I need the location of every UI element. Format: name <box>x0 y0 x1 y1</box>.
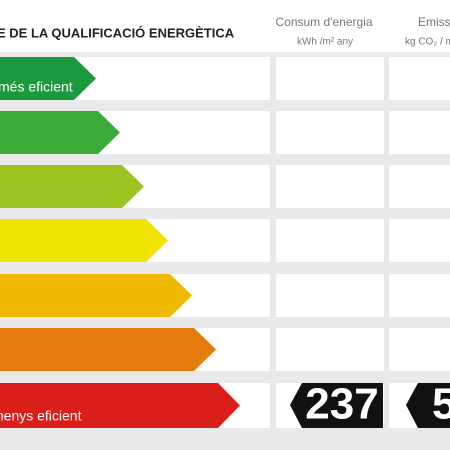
emissions-value: 5 <box>432 380 450 429</box>
class-arrow <box>0 57 96 100</box>
energy-cell <box>276 165 384 208</box>
energy-cell <box>276 328 384 371</box>
emissions-cell <box>389 57 450 100</box>
emissions-unit: kg CO₂ / m <box>405 37 450 48</box>
title: E DE LA QUALIFICACIÓ ENERGÈTICA <box>0 25 235 40</box>
energy-cell <box>276 57 384 100</box>
energy-cell <box>276 111 384 154</box>
emissions-badge <box>406 383 450 428</box>
emissions-cell <box>389 328 450 371</box>
emissions-cell <box>389 111 450 154</box>
best-label: més eficient <box>0 79 73 95</box>
emissions-cell <box>389 165 450 208</box>
class-arrow <box>0 219 168 262</box>
emissions-title: Emissio <box>418 15 450 29</box>
energy-title: Consum d'energia <box>275 15 372 29</box>
header-band <box>0 0 450 52</box>
energy-cell <box>276 219 384 262</box>
energy-cell <box>276 274 384 317</box>
class-arrow <box>0 328 216 371</box>
emissions-cell <box>389 274 450 317</box>
energy-unit: kWh /m² any <box>297 37 353 48</box>
class-arrow <box>0 165 144 208</box>
class-arrow <box>0 383 240 428</box>
class-arrow <box>0 274 192 317</box>
energy-value: 237 <box>305 380 378 429</box>
worst-label: menys eficient <box>0 408 82 424</box>
energy-badge <box>290 383 383 428</box>
emissions-cell <box>389 219 450 262</box>
class-arrow <box>0 111 120 154</box>
